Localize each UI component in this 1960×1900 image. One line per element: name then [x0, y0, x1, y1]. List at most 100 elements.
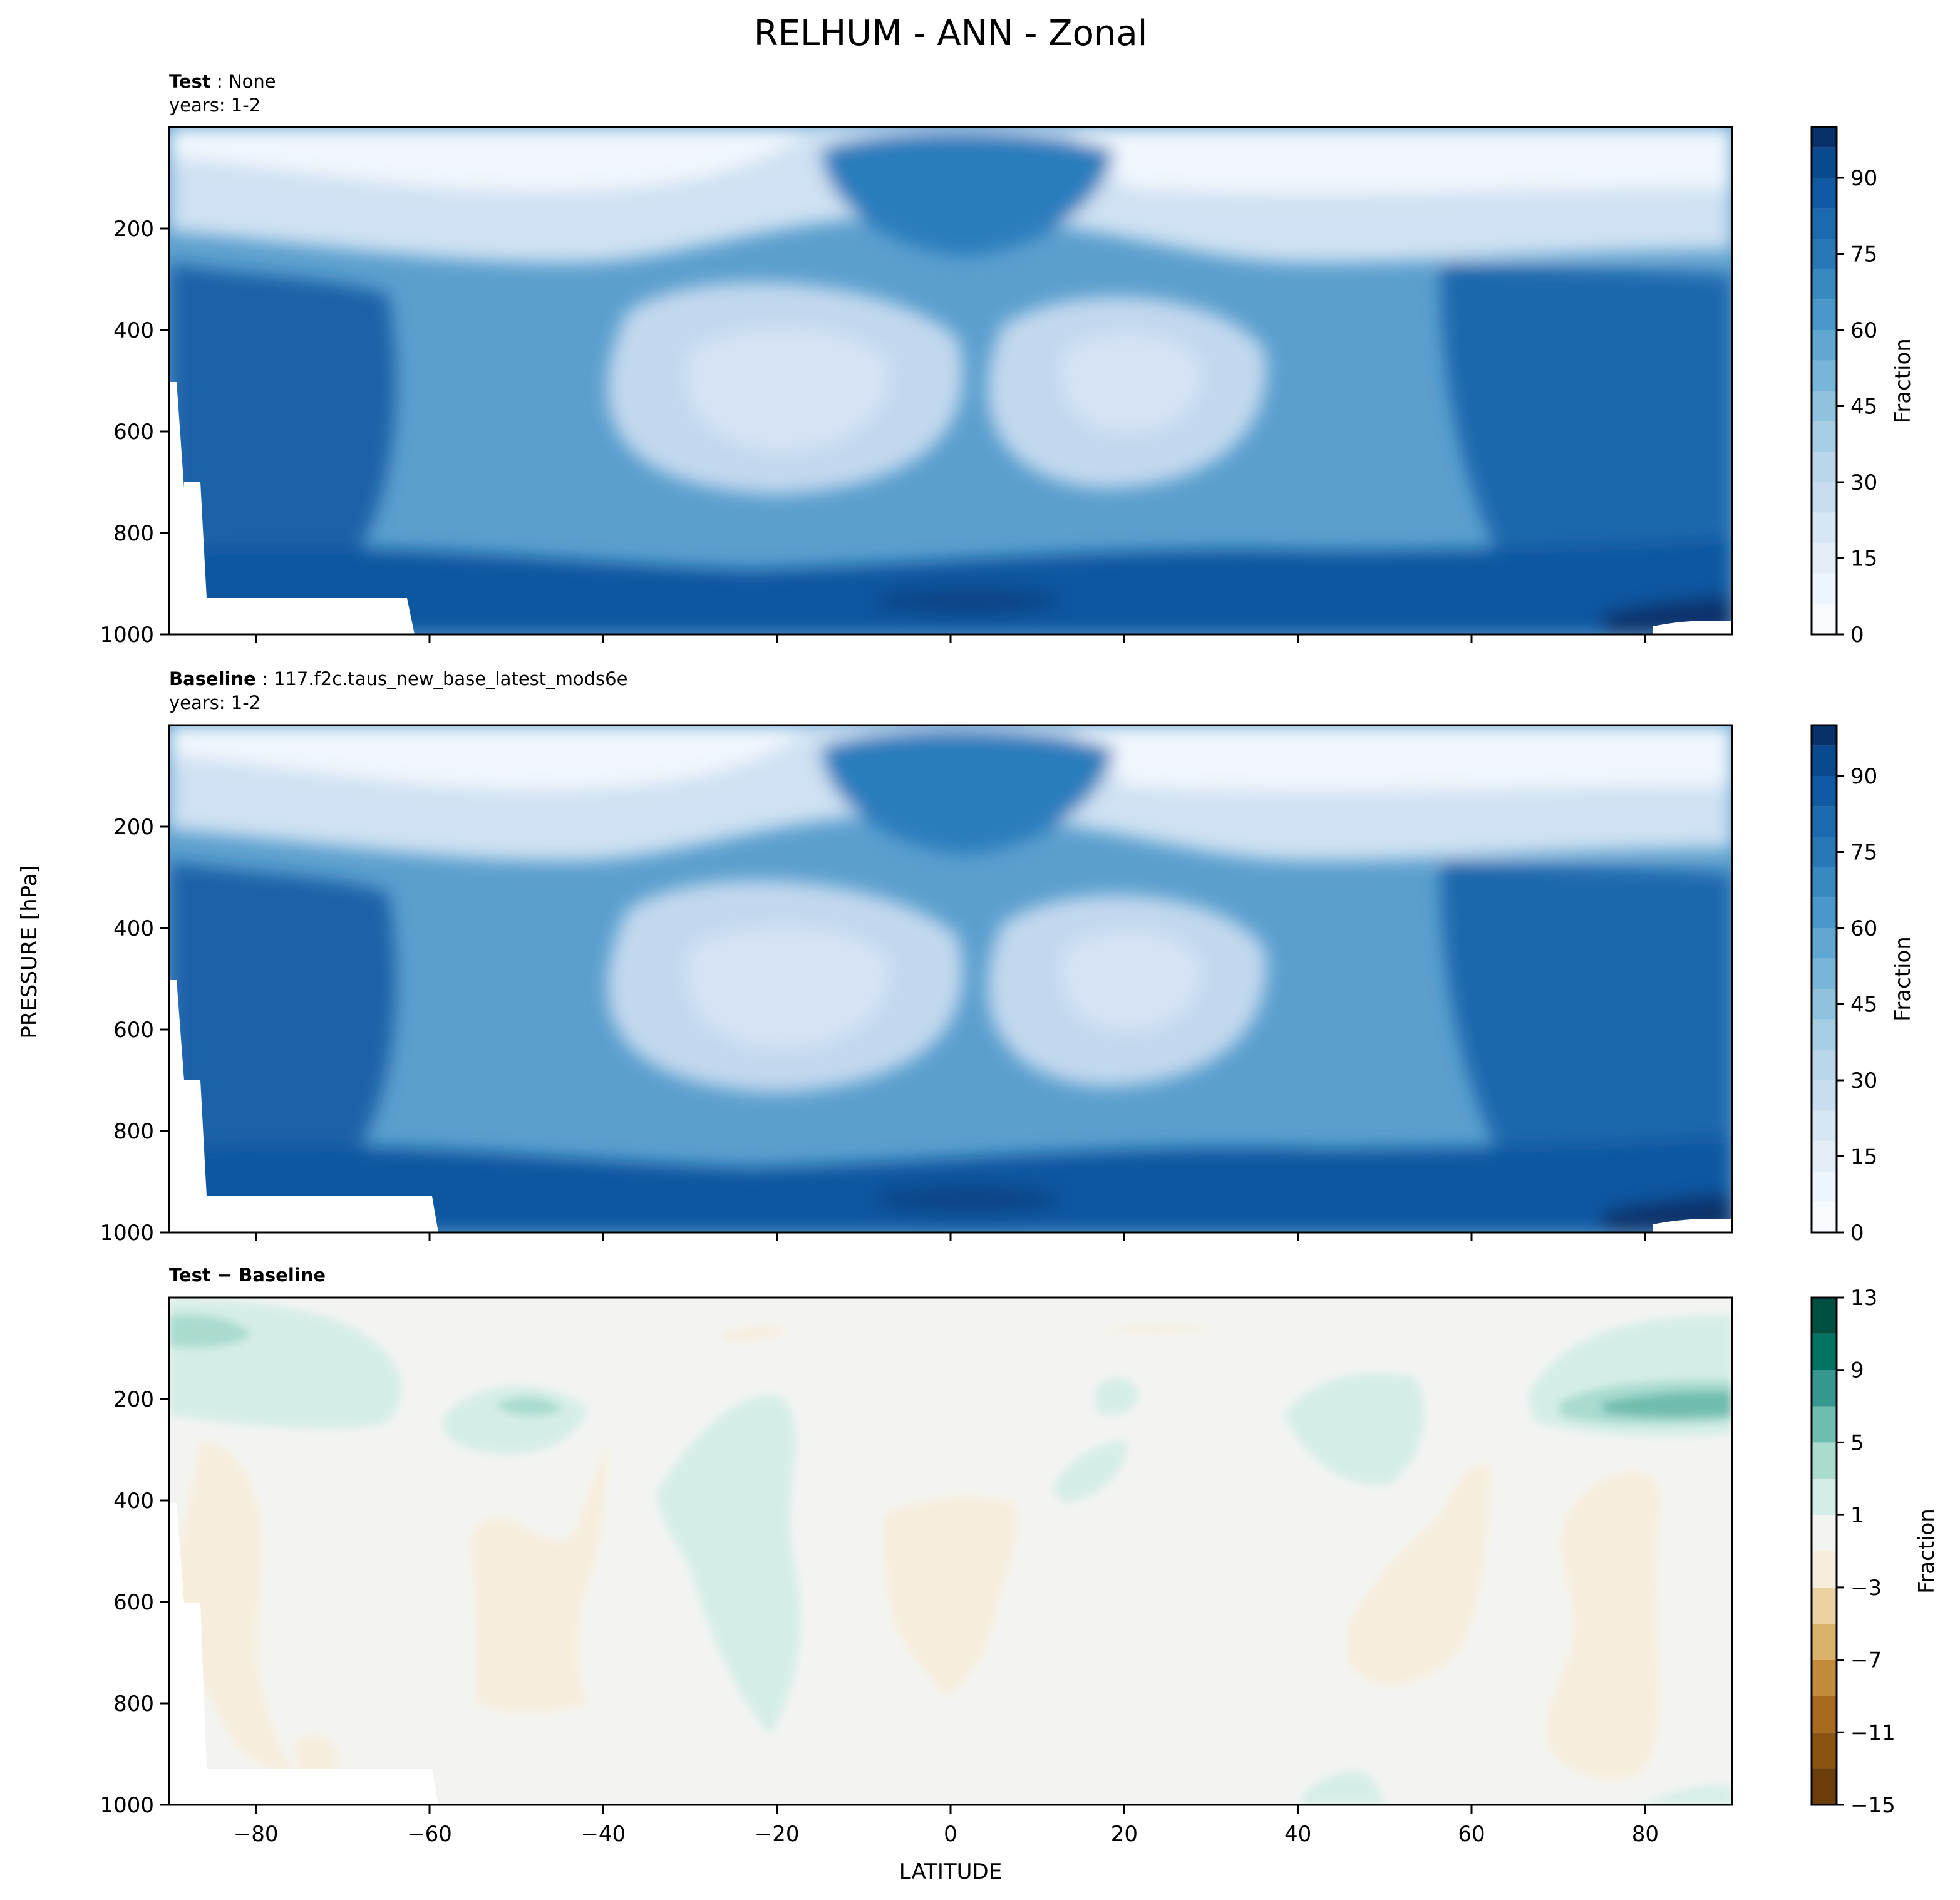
diff-colorbar-frame	[1810, 1296, 1838, 1806]
diff-colorbar-tick-label: 13	[1850, 1286, 1877, 1311]
diff-colorbar-band	[1812, 1442, 1837, 1479]
panel-test: Test : None years: 1-2	[100, 71, 1916, 648]
diff-colorbar-band	[1812, 1515, 1837, 1551]
diff-colorbar-band	[1812, 1551, 1837, 1588]
baseline-contour-field	[159, 725, 1732, 1232]
diff-colorbar-band	[1812, 1370, 1837, 1407]
diff-colorbar-band	[1812, 1768, 1837, 1805]
figure-title: RELHUM - ANN - Zonal	[754, 13, 1148, 54]
baseline-colorbar-label: Fraction	[1890, 936, 1916, 1021]
baseline-colorbar-band	[1812, 725, 1837, 746]
test-colorbar-tick-label: 75	[1850, 242, 1877, 267]
baseline-colorbar: 0 15 30 45 60 75 90 Fraction	[1810, 724, 1916, 1246]
baseline-colorbar-tick-label: 30	[1850, 1068, 1877, 1093]
test-colorbar-tick-label: 90	[1850, 166, 1877, 191]
panel-test-separator: :	[211, 71, 229, 92]
test-colorbar-band	[1812, 299, 1837, 330]
diff-y-tick-label: 400	[113, 1489, 154, 1514]
diff-x-tick-label: −80	[234, 1822, 279, 1847]
panel-baseline: Baseline : 117.f2c.taus_new_base_latest_…	[100, 668, 1916, 1246]
panel-baseline-title: Baseline : 117.f2c.taus_new_base_latest_…	[169, 668, 627, 689]
diff-x-tick-label: 40	[1284, 1822, 1311, 1847]
baseline-colorbar-band	[1812, 776, 1837, 807]
baseline-colorbar-band	[1812, 837, 1837, 867]
baseline-colorbar-band	[1812, 1171, 1837, 1202]
difference-axes: −80 −60 −40 −20 0 20 40 60 80 200 400 600 800 1000	[100, 1387, 1658, 1847]
diff-y-tick-label: 200	[113, 1387, 154, 1412]
test-colorbar-band	[1812, 452, 1837, 482]
test-colorbar-tick-label: 45	[1850, 395, 1877, 420]
y-axis-label: PRESSURE [hPa]	[17, 865, 42, 1038]
diff-colorbar-band	[1812, 1732, 1837, 1769]
test-y-tick-label: 1000	[100, 622, 154, 648]
baseline-colorbar-frame	[1810, 724, 1838, 1234]
test-colorbar-band	[1812, 573, 1837, 604]
test-y-tick-label: 200	[113, 217, 154, 242]
baseline-colorbar-tick-label: 60	[1850, 916, 1877, 941]
baseline-y-tick-label: 1000	[100, 1221, 154, 1246]
diff-x-tick-label: −60	[407, 1822, 452, 1847]
baseline-colorbar-tick-label: 0	[1850, 1221, 1864, 1246]
test-colorbar-band	[1812, 391, 1837, 421]
baseline-colorbar-band	[1812, 897, 1837, 928]
baseline-colorbar-band	[1812, 1050, 1837, 1080]
diff-colorbar-band	[1812, 1406, 1837, 1443]
diff-x-tick-label: 0	[944, 1822, 957, 1847]
baseline-colorbar-band	[1812, 1019, 1837, 1050]
baseline-colorbar-band	[1812, 867, 1837, 898]
diff-colorbar-label: Fraction	[1914, 1509, 1939, 1594]
diff-colorbar-band	[1812, 1333, 1837, 1370]
test-colorbar-tick-label: 60	[1850, 318, 1877, 343]
baseline-colorbar-tick-label: 90	[1850, 764, 1877, 789]
test-y-tick-label: 600	[113, 420, 154, 445]
test-red-level-ticks	[159, 128, 169, 598]
diff-colorbar-band	[1812, 1479, 1837, 1515]
diff-x-tick-label: −20	[755, 1822, 800, 1847]
baseline-y-tick-label: 800	[113, 1119, 154, 1144]
diff-y-tick-label: 1000	[100, 1793, 154, 1818]
test-colorbar-band	[1812, 239, 1837, 269]
panel-test-title: Test : None	[169, 71, 276, 92]
baseline-colorbar-band	[1812, 1110, 1837, 1142]
baseline-colorbar-band	[1812, 1202, 1837, 1232]
baseline-colorbar-band	[1812, 1141, 1837, 1172]
baseline-y-tick-label: 200	[113, 815, 154, 840]
panel-baseline-years: years: 1-2	[169, 692, 260, 713]
difference-colorbar: −15 −11 −7 −3 1 5 9 13 Fraction	[1810, 1286, 1939, 1818]
difference-contour-field	[169, 1298, 1732, 1805]
x-axis-label: LATITUDE	[899, 1859, 1002, 1884]
baseline-y-tick-label: 400	[113, 916, 154, 941]
baseline-colorbar-band	[1812, 1080, 1837, 1111]
test-colorbar-label: Fraction	[1890, 338, 1916, 423]
baseline-colorbar-band	[1812, 928, 1837, 959]
baseline-colorbar-tick-label: 15	[1850, 1145, 1877, 1170]
diff-colorbar-tick-label: −15	[1850, 1793, 1896, 1818]
panel-baseline-separator: :	[256, 668, 274, 689]
diff-colorbar-band	[1812, 1298, 1837, 1334]
baseline-colorbar-band	[1812, 989, 1837, 1020]
test-colorbar-band	[1812, 482, 1837, 513]
test-y-tick-label: 400	[113, 318, 154, 343]
diff-colorbar-band	[1812, 1587, 1837, 1624]
test-colorbar-band	[1812, 178, 1837, 209]
test-axes: 200 400 600 800 1000	[100, 217, 1646, 648]
diff-x-tick-label: 80	[1632, 1822, 1659, 1847]
diff-colorbar-tick-label: 9	[1850, 1358, 1864, 1383]
panel-test-label: Test	[169, 71, 211, 92]
test-colorbar-tick-label: 15	[1850, 547, 1877, 572]
baseline-colorbar-band	[1812, 745, 1837, 776]
test-colorbar-band	[1812, 543, 1837, 574]
diff-colorbar-tick-label: −11	[1850, 1720, 1896, 1745]
test-colorbar-band	[1812, 421, 1837, 452]
diff-colorbar-band	[1812, 1660, 1837, 1696]
baseline-y-tick-label: 600	[113, 1018, 154, 1043]
diff-colorbar-tick-label: 1	[1850, 1503, 1864, 1528]
baseline-red-level-ticks	[159, 726, 169, 1196]
test-colorbar-band	[1812, 330, 1837, 361]
panel-difference-title: Test − Baseline	[169, 1264, 326, 1286]
diff-y-tick-label: 600	[113, 1590, 154, 1615]
diff-x-tick-label: −40	[580, 1822, 626, 1847]
diff-colorbar-tick-label: 5	[1850, 1430, 1864, 1455]
baseline-axes: 200 400 600 800 1000	[100, 815, 1646, 1246]
